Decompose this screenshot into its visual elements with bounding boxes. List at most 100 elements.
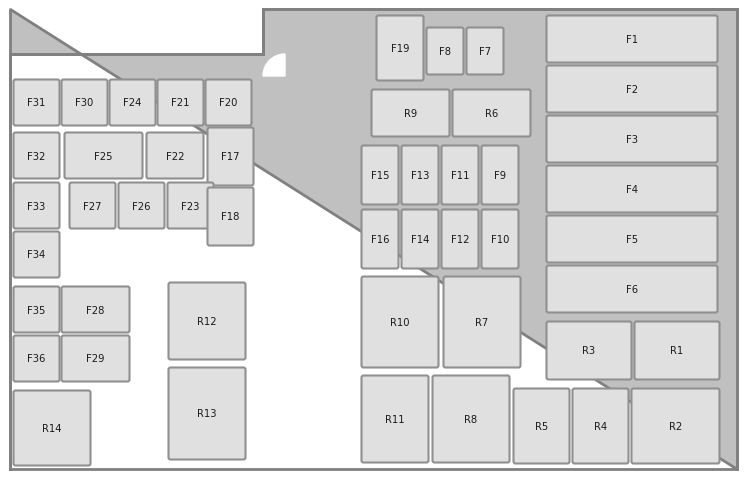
- Text: F30: F30: [75, 98, 94, 108]
- Text: R2: R2: [669, 421, 682, 431]
- FancyBboxPatch shape: [362, 277, 439, 368]
- FancyBboxPatch shape: [362, 146, 398, 205]
- FancyBboxPatch shape: [482, 210, 518, 269]
- FancyBboxPatch shape: [13, 336, 59, 382]
- FancyBboxPatch shape: [401, 146, 439, 205]
- FancyBboxPatch shape: [167, 183, 214, 229]
- FancyBboxPatch shape: [62, 80, 107, 126]
- Text: F13: F13: [411, 171, 429, 180]
- FancyBboxPatch shape: [514, 389, 569, 464]
- FancyBboxPatch shape: [547, 66, 718, 113]
- Text: F31: F31: [27, 98, 46, 108]
- Text: R12: R12: [197, 316, 217, 326]
- FancyBboxPatch shape: [62, 287, 130, 333]
- Text: R10: R10: [390, 317, 410, 327]
- Text: F27: F27: [83, 201, 102, 211]
- Text: F2: F2: [626, 85, 638, 95]
- FancyBboxPatch shape: [442, 146, 479, 205]
- Text: R14: R14: [42, 423, 62, 433]
- Text: F25: F25: [94, 151, 112, 161]
- FancyBboxPatch shape: [376, 16, 424, 81]
- Text: R13: R13: [197, 408, 217, 419]
- Text: F16: F16: [370, 235, 389, 244]
- Text: F35: F35: [27, 305, 46, 315]
- FancyBboxPatch shape: [158, 80, 203, 126]
- Text: F34: F34: [27, 250, 46, 260]
- FancyBboxPatch shape: [547, 116, 718, 163]
- Text: R8: R8: [464, 414, 478, 424]
- FancyBboxPatch shape: [433, 376, 509, 463]
- Text: F6: F6: [626, 285, 638, 294]
- FancyBboxPatch shape: [13, 391, 91, 466]
- FancyBboxPatch shape: [466, 28, 503, 75]
- FancyBboxPatch shape: [110, 80, 155, 126]
- FancyBboxPatch shape: [13, 232, 59, 278]
- FancyBboxPatch shape: [362, 376, 428, 463]
- Text: F18: F18: [221, 212, 240, 222]
- Text: F22: F22: [166, 151, 184, 161]
- FancyBboxPatch shape: [206, 80, 251, 126]
- FancyBboxPatch shape: [443, 277, 520, 368]
- Text: R7: R7: [476, 317, 489, 327]
- Text: F4: F4: [626, 185, 638, 194]
- Text: F11: F11: [451, 171, 470, 180]
- Text: F26: F26: [132, 201, 151, 211]
- FancyBboxPatch shape: [634, 322, 719, 380]
- FancyBboxPatch shape: [547, 216, 718, 263]
- Text: F9: F9: [494, 171, 506, 180]
- Text: F7: F7: [479, 47, 491, 57]
- Text: R3: R3: [583, 346, 596, 356]
- FancyBboxPatch shape: [572, 389, 628, 464]
- Text: F17: F17: [221, 152, 240, 162]
- Text: F21: F21: [171, 98, 190, 108]
- FancyBboxPatch shape: [169, 283, 245, 360]
- Text: F3: F3: [626, 135, 638, 144]
- Text: R4: R4: [594, 421, 607, 431]
- FancyBboxPatch shape: [169, 368, 245, 459]
- FancyBboxPatch shape: [62, 336, 130, 382]
- Text: F19: F19: [391, 44, 410, 54]
- FancyBboxPatch shape: [547, 322, 632, 380]
- FancyBboxPatch shape: [547, 16, 718, 63]
- Text: R5: R5: [535, 421, 548, 431]
- FancyBboxPatch shape: [427, 28, 464, 75]
- Text: F14: F14: [411, 235, 429, 244]
- Text: F20: F20: [219, 98, 238, 108]
- FancyBboxPatch shape: [401, 210, 439, 269]
- FancyBboxPatch shape: [13, 133, 59, 179]
- Text: R6: R6: [484, 109, 498, 119]
- Text: F5: F5: [626, 235, 638, 244]
- FancyBboxPatch shape: [632, 389, 719, 464]
- Text: F29: F29: [86, 354, 105, 364]
- FancyBboxPatch shape: [118, 183, 164, 229]
- Text: F15: F15: [370, 171, 389, 180]
- FancyBboxPatch shape: [362, 210, 398, 269]
- Text: F12: F12: [451, 235, 470, 244]
- Text: F1: F1: [626, 35, 638, 45]
- Text: F33: F33: [27, 201, 46, 211]
- FancyBboxPatch shape: [547, 266, 718, 313]
- FancyBboxPatch shape: [13, 183, 59, 229]
- FancyBboxPatch shape: [70, 183, 116, 229]
- Text: R1: R1: [670, 346, 684, 356]
- Text: F36: F36: [27, 354, 46, 364]
- Text: F28: F28: [86, 305, 105, 315]
- FancyBboxPatch shape: [208, 128, 254, 186]
- FancyBboxPatch shape: [208, 188, 254, 246]
- Polygon shape: [10, 10, 737, 469]
- FancyBboxPatch shape: [452, 90, 530, 137]
- FancyBboxPatch shape: [146, 133, 203, 179]
- Text: F32: F32: [27, 151, 46, 161]
- Text: F23: F23: [182, 201, 200, 211]
- FancyBboxPatch shape: [547, 166, 718, 213]
- FancyBboxPatch shape: [482, 146, 518, 205]
- Text: F8: F8: [439, 47, 451, 57]
- Text: F24: F24: [123, 98, 142, 108]
- Text: F10: F10: [490, 235, 509, 244]
- FancyBboxPatch shape: [13, 80, 59, 126]
- Text: R11: R11: [386, 414, 405, 424]
- Wedge shape: [263, 55, 285, 77]
- FancyBboxPatch shape: [13, 287, 59, 333]
- FancyBboxPatch shape: [64, 133, 142, 179]
- FancyBboxPatch shape: [442, 210, 479, 269]
